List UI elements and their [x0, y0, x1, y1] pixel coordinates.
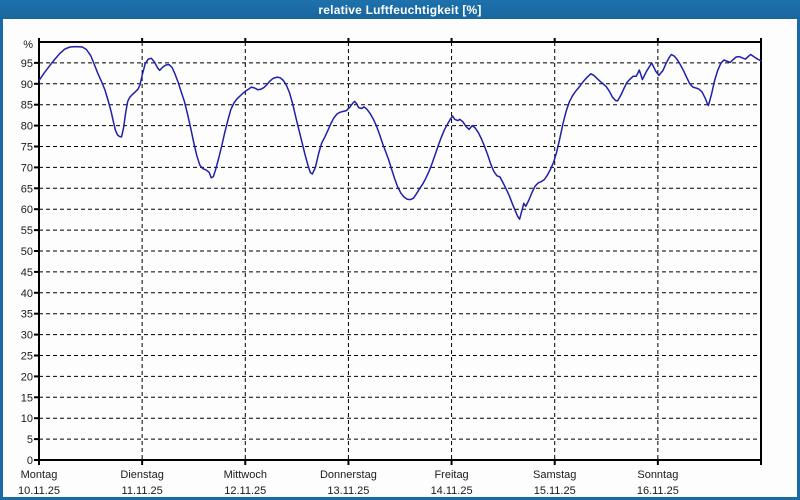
- y-tick-label: 75: [21, 142, 33, 154]
- y-tick-label: 40: [21, 288, 33, 300]
- y-tick-label: 35: [21, 309, 33, 321]
- y-tick-label: 80: [21, 121, 33, 133]
- y-tick-label: 5: [27, 434, 33, 446]
- y-tick-label: 50: [21, 246, 33, 258]
- y-tick-label: 60: [21, 204, 33, 216]
- plot-border: [38, 41, 762, 461]
- y-tick-label: 85: [21, 100, 33, 112]
- date-label: 13.11.25: [327, 485, 369, 497]
- date-label: 10.11.25: [18, 485, 60, 497]
- date-label: 12.11.25: [224, 485, 266, 497]
- y-tick-label: 55: [21, 225, 33, 237]
- date-label: 16.11.25: [637, 485, 679, 497]
- y-tick-label: 45: [21, 267, 33, 279]
- day-label: Freitag: [434, 469, 468, 481]
- y-tick-label: 70: [21, 162, 33, 174]
- y-tick-label: 30: [21, 330, 33, 342]
- date-label: 15.11.25: [534, 485, 576, 497]
- date-label: 14.11.25: [431, 485, 473, 497]
- y-tick-label: 65: [21, 183, 33, 195]
- day-label: Dienstag: [120, 469, 163, 481]
- y-axis-unit-label: %: [23, 39, 33, 51]
- chart-area: [3, 19, 797, 497]
- day-label: Mittwoch: [224, 469, 267, 481]
- y-tick-label: 95: [21, 58, 33, 70]
- title-bar: relative Luftfeuchtigkeit [%]: [0, 0, 800, 19]
- y-tick-label: 25: [21, 351, 33, 363]
- day-label: Montag: [21, 469, 58, 481]
- humidity-curve: [38, 45, 762, 220]
- day-label: Sonntag: [637, 469, 678, 481]
- y-tick-label: 90: [21, 79, 33, 91]
- day-label: Donnerstag: [320, 469, 377, 481]
- y-tick-label: 0: [27, 455, 33, 467]
- chart-title: relative Luftfeuchtigkeit [%]: [318, 2, 482, 17]
- y-tick-label: 20: [21, 371, 33, 383]
- y-tick-label: 15: [21, 392, 33, 404]
- date-label: 11.11.25: [122, 485, 163, 497]
- day-label: Samstag: [533, 469, 576, 481]
- y-tick-label: 10: [21, 413, 33, 425]
